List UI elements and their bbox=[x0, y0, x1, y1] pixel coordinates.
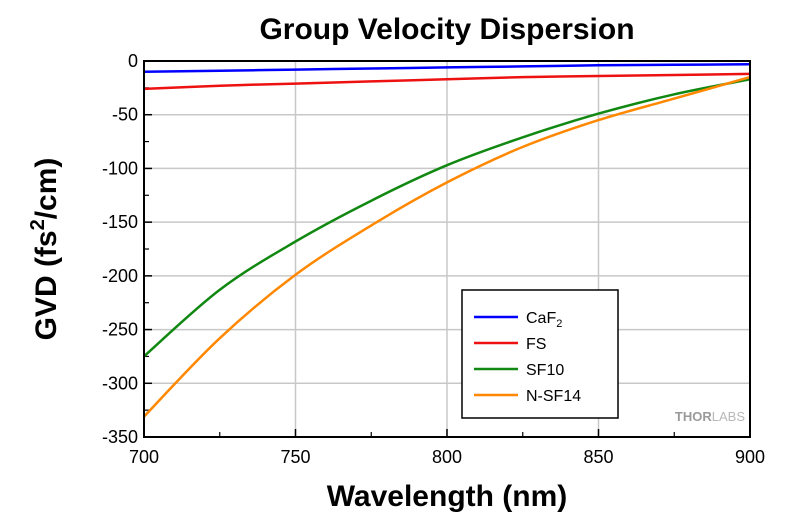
watermark-part2: LABS bbox=[712, 409, 746, 424]
x-tick-labels: 700 750 800 850 900 bbox=[129, 447, 765, 467]
legend-box bbox=[461, 289, 619, 419]
y-tick-labels: 0 -50 -100 -150 -200 -250 -300 -350 bbox=[102, 51, 138, 447]
legend: CaF2 FS SF10 N-SF14 bbox=[461, 289, 619, 419]
y-tick-label: -350 bbox=[102, 427, 138, 447]
x-axis-title: Wavelength (nm) bbox=[327, 480, 568, 513]
legend-label-subscript: 2 bbox=[556, 318, 562, 330]
y-tick-label: -150 bbox=[102, 212, 138, 232]
legend-label-name: CaF bbox=[526, 310, 556, 327]
watermark-part1: THOR bbox=[675, 409, 712, 424]
y-tick-label: -50 bbox=[112, 105, 138, 125]
y-axis-title-superscript: 2 bbox=[27, 219, 49, 230]
y-axis-title-unit: /cm) bbox=[30, 158, 63, 220]
plot-frame bbox=[143, 60, 751, 438]
x-tick-label: 900 bbox=[735, 447, 765, 467]
legend-label: FS bbox=[526, 336, 546, 353]
series-line-sf10 bbox=[143, 78, 751, 358]
thorlabs-watermark: THORLABS bbox=[675, 409, 745, 424]
x-tick-label: 750 bbox=[280, 447, 310, 467]
y-tick-label: -250 bbox=[102, 320, 138, 340]
y-axis-title-main: GVD (fs bbox=[30, 230, 63, 340]
legend-label: N-SF14 bbox=[526, 388, 581, 405]
svg-text:THORLABS: THORLABS bbox=[675, 409, 745, 424]
series-line-fs bbox=[143, 72, 751, 91]
legend-label: CaF2 bbox=[526, 310, 562, 330]
series-line-n-sf14 bbox=[143, 75, 751, 418]
y-tick-label: -100 bbox=[102, 158, 138, 178]
grid bbox=[144, 61, 750, 437]
chart-title: Group Velocity Dispersion bbox=[259, 13, 634, 46]
x-tick-label: 800 bbox=[432, 447, 462, 467]
y-tick-label: 0 bbox=[128, 51, 138, 71]
x-tick-label: 850 bbox=[583, 447, 613, 467]
legend-label-name: N-SF14 bbox=[526, 388, 581, 405]
legend-label-name: FS bbox=[526, 336, 546, 353]
y-tick-label: -300 bbox=[102, 373, 138, 393]
x-tick-label: 700 bbox=[129, 447, 159, 467]
legend-label: SF10 bbox=[526, 362, 564, 379]
y-tick-label: -200 bbox=[102, 266, 138, 286]
legend-label-name: SF10 bbox=[526, 362, 564, 379]
series-line-caf bbox=[143, 62, 751, 73]
y-axis-title: GVD (fs2/cm) bbox=[27, 158, 63, 341]
series-lines bbox=[143, 62, 751, 418]
